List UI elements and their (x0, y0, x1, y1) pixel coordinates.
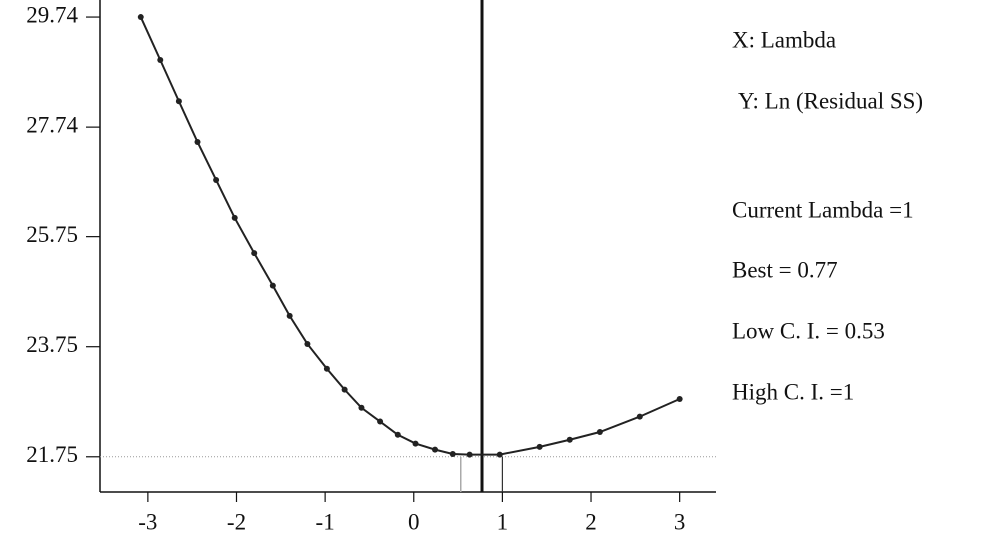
data-point (432, 446, 439, 453)
data-line (139, 16, 681, 456)
x-tick-label: 3 (674, 509, 686, 534)
x-tick-label: 2 (585, 509, 597, 534)
data-point (213, 176, 220, 183)
y-tick-label: 27.74 (26, 112, 78, 137)
x-tick-label: 1 (497, 509, 509, 534)
data-point (676, 395, 683, 402)
data-point (341, 386, 348, 393)
data-point (269, 282, 276, 289)
y-tick-label: 25.75 (26, 222, 78, 247)
x-tick-label: 0 (408, 509, 420, 534)
x-tick-label: -3 (138, 509, 157, 534)
annotation: Current Lambda =1 (732, 197, 914, 222)
data-point (286, 312, 293, 319)
y-axis-label: Y: Ln (Residual SS) (738, 88, 923, 113)
data-point (449, 451, 456, 458)
data-point (496, 451, 503, 458)
data-point (394, 431, 401, 438)
annotation: High C. I. =1 (732, 379, 854, 404)
annotation: Low C. I. = 0.53 (732, 318, 885, 343)
y-tick-label: 29.74 (26, 2, 78, 27)
data-point (536, 443, 543, 450)
data-point (323, 365, 330, 372)
x-tick-label: -1 (316, 509, 335, 534)
data-point (175, 98, 182, 105)
data-point (231, 214, 238, 221)
data-point (157, 56, 164, 63)
data-point (596, 429, 603, 436)
y-tick-label: 23.75 (26, 332, 78, 357)
data-point (194, 138, 201, 145)
data-point (466, 451, 473, 458)
x-axis-label: X: Lambda (732, 27, 836, 52)
data-point (251, 250, 258, 257)
x-tick-label: -2 (227, 509, 246, 534)
annotation: Best = 0.77 (732, 257, 838, 282)
data-point (304, 340, 311, 347)
data-point (566, 436, 573, 443)
data-point (412, 440, 419, 447)
data-point (377, 418, 384, 425)
y-tick-label: 21.75 (26, 442, 78, 467)
data-point (137, 14, 144, 21)
data-point (636, 413, 643, 420)
data-point (358, 404, 365, 411)
